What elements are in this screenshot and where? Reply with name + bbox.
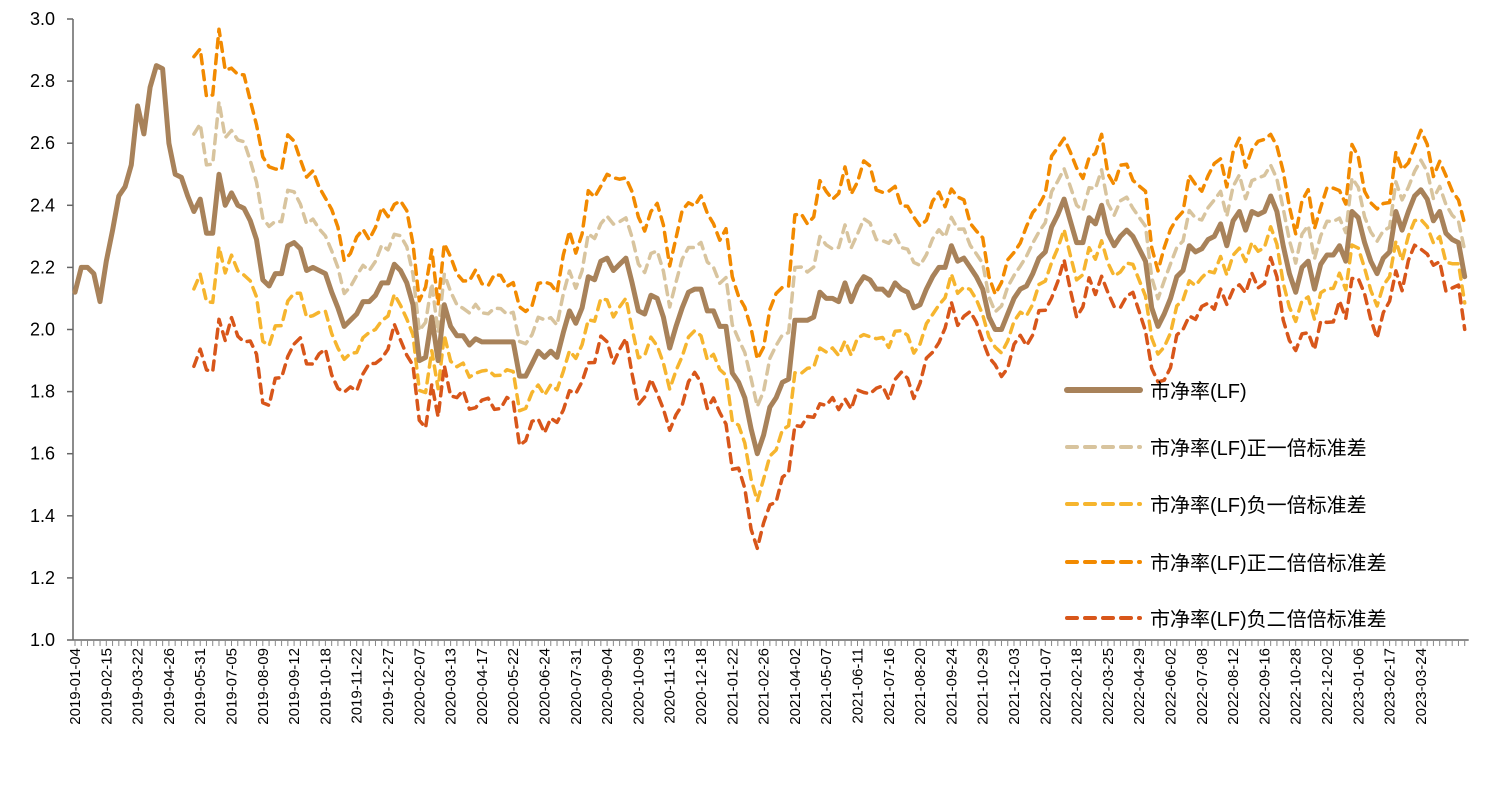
x-tick-label: 2019-11-22	[349, 648, 366, 724]
x-tick-label: 2023-02-17	[1382, 648, 1399, 725]
x-tick-label: 2022-12-02	[1319, 648, 1336, 725]
y-tick-label: 2.8	[30, 71, 55, 91]
legend-label-3: 市净率(LF)正二倍倍标准差	[1150, 552, 1387, 575]
x-tick-label: 2020-07-31	[568, 648, 585, 725]
x-tick-label: 2022-06-02	[1163, 648, 1180, 725]
y-tick-label: 2.4	[30, 195, 55, 215]
series-line-3	[192, 27, 1467, 361]
x-tick-label: 2021-07-16	[881, 648, 898, 725]
x-tick-label: 2019-01-04	[67, 648, 84, 725]
y-tick-label: 1.2	[30, 568, 55, 588]
legend: 市净率(LF) 市净率(LF)正一倍标准差市净率(LF)负一倍标准差市净率(LF)…	[1064, 380, 1387, 631]
x-tick-label: 2020-03-13	[443, 648, 460, 725]
x-tick-label: 2020-06-24	[537, 648, 554, 725]
x-tick-label: 2022-10-28	[1288, 648, 1305, 725]
x-tick-label: 2020-11-13	[662, 648, 679, 724]
x-tick-label: 2022-04-29	[1131, 648, 1148, 725]
x-tick-label: 2023-03-24	[1413, 648, 1430, 725]
x-tick-label: 2021-12-03	[1006, 648, 1023, 725]
y-tick-label: 1.0	[30, 630, 55, 650]
series-line-0	[72, 63, 1468, 457]
legend-label-2: 市净率(LF)负一倍标准差	[1150, 494, 1367, 517]
y-tick-label: 1.6	[30, 444, 55, 464]
x-tick-label: 2021-04-02	[787, 648, 804, 725]
x-tick-label: 2022-02-18	[1069, 648, 1086, 725]
x-tick-label: 2022-08-12	[1225, 648, 1242, 725]
y-tick-label: 1.8	[30, 382, 55, 402]
x-tick-label: 2022-03-25	[1100, 648, 1117, 725]
series-lines	[72, 27, 1468, 551]
x-tick-label: 2019-10-18	[317, 648, 334, 725]
x-tick-label: 2019-03-22	[130, 648, 147, 725]
x-tick-label: 2023-01-06	[1350, 648, 1367, 725]
y-tick-label: 2.0	[30, 320, 55, 340]
y-tick-label: 1.4	[30, 506, 55, 526]
x-tick-label: 2021-01-22	[724, 648, 741, 725]
axes: 1.0 1.2 1.4 1.6 1.8 2.0 2.2 2.4 2.6 2.8 3.0 2019-01…	[30, 9, 1469, 725]
y-tick-label: 2.2	[30, 257, 55, 277]
x-tick-label: 2019-05-31	[192, 648, 209, 725]
x-tick-label: 2019-12-27	[380, 648, 397, 725]
y-tick-label: 3.0	[30, 9, 55, 29]
x-tick-label: 2020-09-04	[599, 648, 616, 725]
x-tick-label: 2021-05-07	[818, 648, 835, 725]
x-tick-label: 2019-04-26	[161, 648, 178, 725]
x-tick-label: 2019-08-09	[255, 648, 272, 725]
x-tick-label: 2019-09-12	[286, 648, 303, 725]
x-tick-label: 2021-06-11	[850, 648, 867, 724]
legend-label-4: 市净率(LF)负二倍倍标准差	[1150, 608, 1387, 631]
x-tick-label: 2020-12-18	[693, 648, 710, 725]
x-tick-label: 2022-07-08	[1194, 648, 1211, 725]
x-tick-label: 2022-01-07	[1037, 648, 1054, 725]
legend-label-1: 市净率(LF)正一倍标准差	[1150, 437, 1367, 460]
y-tick-label: 2.6	[30, 133, 55, 153]
x-tick-label: 2020-04-17	[474, 648, 491, 725]
series-line-4	[192, 243, 1467, 551]
series-line-2	[192, 217, 1467, 503]
x-tick-label: 2021-02-26	[756, 648, 773, 725]
x-tick-label: 2021-09-24	[943, 648, 960, 725]
x-tick-label: 2021-08-20	[912, 648, 929, 725]
x-tick-label: 2020-05-22	[505, 648, 522, 725]
x-tick-label: 2019-02-15	[98, 648, 115, 725]
x-tick-label: 2021-10-29	[975, 648, 992, 725]
x-tick-label: 2020-10-09	[630, 648, 647, 725]
x-tick-label: 2022-09-16	[1256, 648, 1273, 725]
series-line-1	[192, 99, 1467, 409]
x-tick-label: 2020-02-07	[411, 648, 428, 725]
legend-label-0: 市净率(LF)	[1150, 380, 1247, 403]
x-tick-label: 2019-07-05	[224, 648, 241, 725]
